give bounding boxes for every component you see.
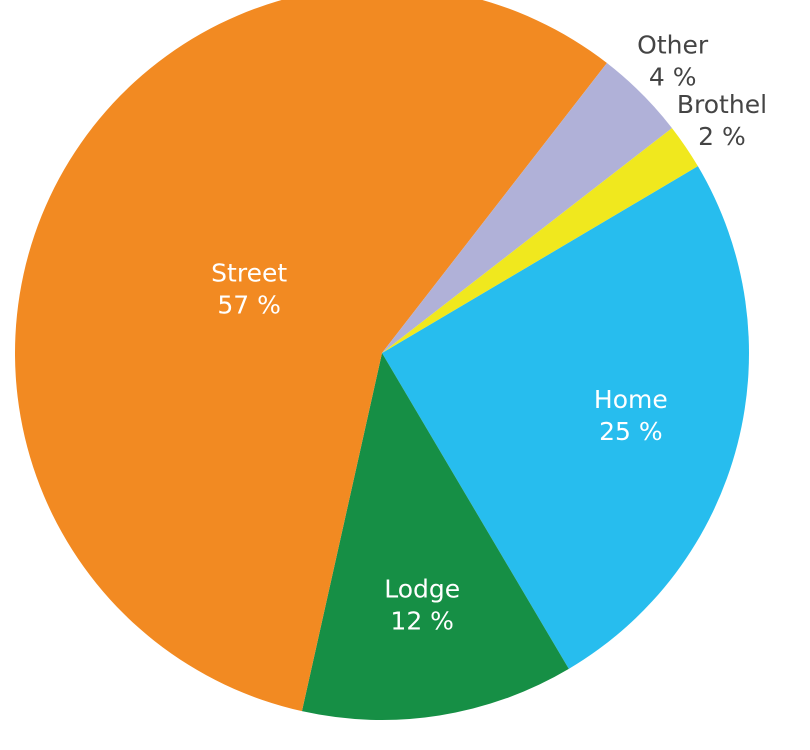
slice-value-label: 2 %	[698, 122, 746, 151]
pie-slice	[382, 63, 672, 353]
slice-label: Other	[637, 30, 709, 59]
slice-value-label: 4 %	[649, 62, 697, 91]
slice-label: Home	[594, 385, 668, 414]
pie-slice	[15, 0, 607, 712]
pie-slice	[382, 128, 698, 353]
slice-label: Lodge	[384, 575, 460, 604]
slice-value-label: 25 %	[599, 417, 663, 446]
pie-slice	[382, 166, 749, 669]
slice-label: Street	[211, 258, 287, 287]
slice-label: Brothel	[677, 90, 767, 119]
pie-slice	[301, 353, 569, 720]
slice-value-label: 12 %	[390, 607, 454, 636]
slice-value-label: 57 %	[217, 290, 281, 319]
